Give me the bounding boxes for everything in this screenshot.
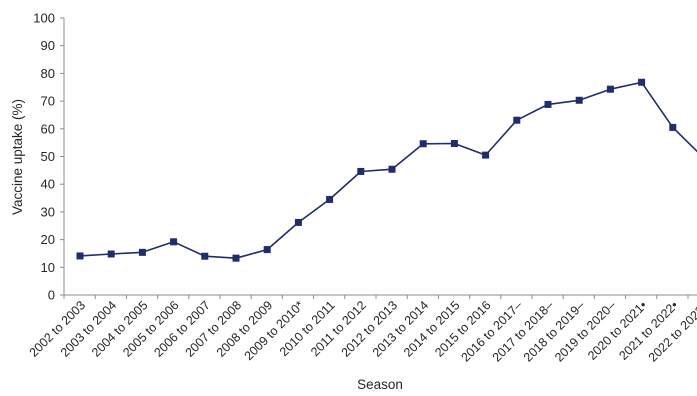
data-point xyxy=(357,167,365,175)
data-point xyxy=(575,96,583,104)
data-point xyxy=(544,100,552,108)
data-point xyxy=(107,250,115,258)
y-tick-label: 30 xyxy=(41,204,55,219)
data-point xyxy=(482,151,490,159)
y-axis-title: Vaccine uptake (%) xyxy=(10,99,25,215)
y-tick-label: 10 xyxy=(41,260,55,275)
y-tick-label: 70 xyxy=(41,94,55,109)
data-point xyxy=(638,78,646,86)
x-axis-title: Season xyxy=(357,377,403,392)
data-point xyxy=(606,85,614,93)
data-point xyxy=(232,254,240,262)
data-point xyxy=(669,123,677,131)
data-point xyxy=(419,140,427,148)
data-point xyxy=(294,218,302,226)
data-point xyxy=(513,116,521,124)
data-point xyxy=(170,238,178,246)
data-point xyxy=(326,195,334,203)
y-tick-label: 90 xyxy=(41,38,55,53)
y-tick-label: 100 xyxy=(33,11,55,26)
y-tick-label: 80 xyxy=(41,66,55,81)
data-point xyxy=(201,252,209,260)
y-tick-label: 50 xyxy=(41,149,55,164)
series xyxy=(76,78,697,262)
y-tick-label: 20 xyxy=(41,232,55,247)
data-point xyxy=(138,248,146,256)
data-point xyxy=(263,246,271,254)
y-tick-label: 40 xyxy=(41,177,55,192)
data-point xyxy=(450,139,458,147)
y-axis: 0 10 20 30 40 50 60 70 80 90 100 xyxy=(33,11,65,303)
data-point xyxy=(76,252,84,260)
data-point xyxy=(388,165,396,173)
y-tick-label: 60 xyxy=(41,121,55,136)
y-tick-label: 0 xyxy=(48,288,55,303)
